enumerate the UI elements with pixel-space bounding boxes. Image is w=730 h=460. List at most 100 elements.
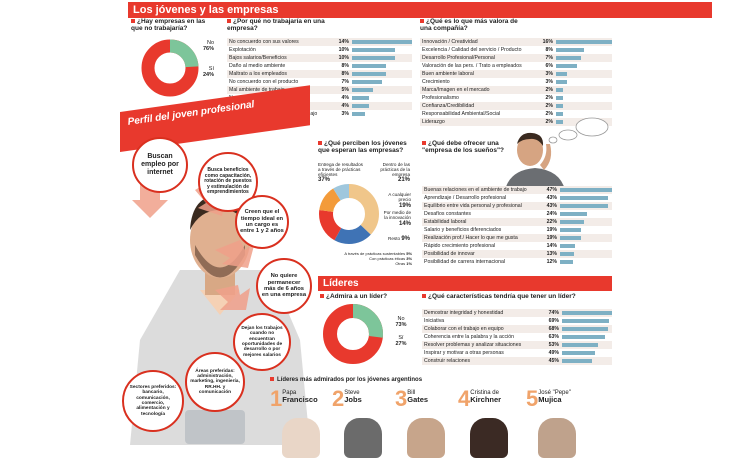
bar-value: 19% [546, 227, 557, 233]
label-text: A través de prácticas sustentables [344, 251, 406, 256]
donut-slice-si [141, 39, 199, 97]
bar-fill [560, 228, 582, 232]
bullet-icon [131, 19, 135, 24]
bar-row: Equilibrio entre vida personal y profesi… [422, 202, 612, 210]
ranking-item: 3Bill Gates [395, 388, 428, 410]
bar-value: 19% [546, 235, 557, 241]
rank-last-name: Francisco [282, 395, 318, 405]
q4-title: ¿Qué perciben los jóvenes que esperan la… [318, 140, 413, 155]
bar-fill [556, 96, 563, 100]
bar-value: 69% [548, 318, 559, 324]
bullet-icon [420, 19, 424, 24]
rank-last-name: Mujica [538, 395, 562, 405]
q6-legend: No 73% Sí 27% [392, 316, 410, 347]
label-text: Dentro de las prácticas de la empresa [380, 162, 410, 177]
bar-label: Coherencia entre la palabra y la acción [424, 334, 514, 340]
label-text: Otras [395, 261, 406, 266]
bar-label: Salario y beneficios diferenciados [424, 227, 502, 233]
leader-portrait [407, 418, 445, 458]
bar-row: Desafíos constantes 24% [422, 210, 612, 218]
bar-label: Desarrollo Profesional/Personal [422, 55, 495, 61]
bar-value: 2% [545, 119, 554, 125]
q4-label-2: Dentro de las prácticas de la empresa 21% [372, 162, 410, 184]
bar-row: Mal ambiente de trabajo 5% [227, 86, 412, 94]
legend-label: Sí [398, 335, 404, 341]
legend-value: 76% [202, 46, 214, 52]
bar-label: Realización prof./ Hacer lo que me gusta [424, 235, 518, 241]
q1-title-text: ¿Hay empresas en las que no trabajaría? [131, 18, 206, 33]
rank-name: Steve Jobs [344, 390, 362, 405]
perfil-item-6: Áreas preferidas: administración, market… [185, 352, 245, 412]
bar-label: Colaborar con el trabajo en equipo [424, 326, 504, 332]
bar-row: Rápido crecimiento profesional 14% [422, 242, 612, 250]
bar-value: 63% [548, 334, 559, 340]
q7-title-text: ¿Qué características tendría que tener u… [428, 293, 576, 300]
bar-value: 16% [542, 39, 553, 45]
q4-label-4: Por medio de la innovación 14% [383, 210, 411, 227]
bar-row: Bajos salarios/Beneficios 10% [227, 54, 412, 62]
legend-value: 24% [202, 72, 214, 78]
bar-value: 47% [546, 187, 557, 193]
legend-label: No [397, 316, 405, 322]
rank-first-name: Papa [282, 390, 297, 396]
bar-value: 53% [548, 342, 559, 348]
q5-title-text: ¿Qué debe ofrecer una "empresa de los su… [422, 140, 505, 155]
bar-label: Liderazgo [422, 119, 445, 125]
bar-fill [560, 244, 576, 248]
bullet-icon [270, 377, 274, 382]
q1-title: ¿Hay empresas en las que no trabajaría? [131, 18, 211, 33]
bar-value: 6% [545, 63, 554, 69]
perfil-item-1: Buscan empleo por internet [132, 137, 188, 193]
bar-fill [562, 359, 593, 363]
bar-row: Innovación / Creatividad 16% [420, 38, 612, 46]
bar-value: 14% [546, 243, 557, 249]
legend-value: 27% [395, 341, 407, 347]
rank-number: 3 [395, 386, 408, 411]
lideres-title: Líderes [318, 276, 612, 291]
q6-title: ¿Admira a un líder? [320, 293, 410, 300]
bar-value: 43% [546, 203, 557, 209]
bullet-icon [227, 19, 231, 24]
bar-row: Colaborar con el trabajo en equipo 68% [422, 325, 612, 333]
bar-label: Innovación / Creatividad [422, 39, 478, 45]
leader-portrait [538, 418, 576, 458]
q7-title: ¿Qué características tendría que tener u… [422, 293, 612, 300]
bar-fill [562, 351, 596, 355]
ranking-item: 5José "Pepe" Mujica [526, 388, 571, 410]
q6-donut-chart [323, 304, 383, 364]
bar-label: Posibilidad de carrera internacional [424, 259, 506, 265]
bar-row: No concuerdo con sus valores 14% [227, 38, 412, 46]
pie-slice-5 [319, 184, 379, 244]
bar-value: 43% [546, 195, 557, 201]
pie-slice-2 [319, 184, 379, 244]
bar-fill [560, 212, 587, 216]
bar-value: 22% [546, 219, 557, 225]
bar-row: Maltrato a los empleados 8% [227, 70, 412, 78]
bar-value: 14% [338, 39, 349, 45]
bar-fill [556, 80, 567, 84]
rank-last-name: Kirchner [470, 395, 502, 405]
q1-donut-chart [141, 39, 199, 97]
bar-row: Coherencia entre la palabra y la acción 6… [422, 333, 612, 341]
bar-value: 2% [545, 87, 554, 93]
bar-label: Crecimiento [422, 79, 450, 85]
bar-row: Posibilidad de innovar 13% [422, 250, 612, 258]
bar-value: 5% [341, 87, 350, 93]
bar-fill [560, 236, 582, 240]
bar-row: Confianza/Credibilidad 2% [420, 102, 612, 110]
bar-label: Maltrato a los empleados [229, 71, 287, 77]
bar-value: 8% [341, 71, 350, 77]
bar-value: 7% [341, 79, 350, 85]
bar-fill [560, 196, 608, 200]
bar-row: Salario y beneficios diferenciados 19% [422, 226, 612, 234]
rank-last-name: Jobs [344, 395, 362, 405]
rank-first-name: Cristina de [470, 390, 499, 396]
bar-value: 8% [341, 63, 350, 69]
bar-label: Bajos salarios/Beneficios [229, 55, 287, 61]
q2-title: ¿Por qué no trabajaría en una empresa? [227, 18, 337, 33]
perfil-item-4: No quiere permanecer más de 6 años en un… [256, 258, 312, 314]
bar-row: Crecimiento 3% [420, 78, 612, 86]
leader-portrait [470, 418, 508, 458]
thought-bubbles-icon [548, 117, 609, 144]
bar-value: 3% [545, 79, 554, 85]
